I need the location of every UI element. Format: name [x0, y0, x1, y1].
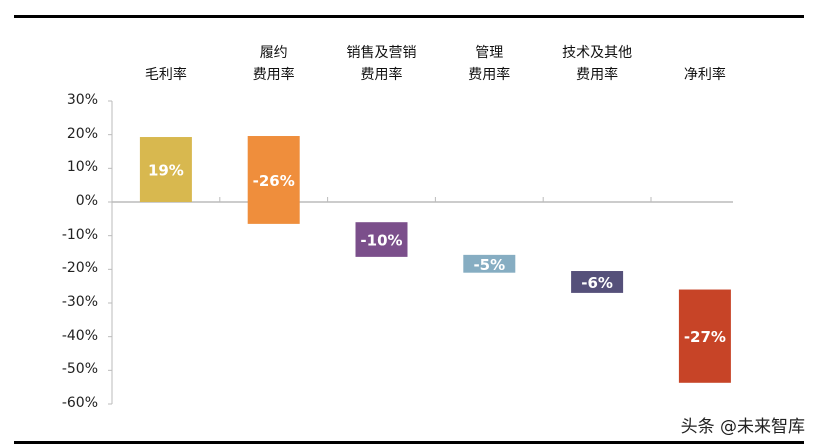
y-tick-label: -40%: [61, 327, 98, 344]
category-label: 管理 费用率: [434, 42, 544, 86]
category-label-line: 净利率: [683, 67, 726, 83]
data-label: -5%: [473, 256, 505, 274]
data-label: 19%: [148, 162, 184, 180]
bar-0: [139, 137, 192, 202]
top-rule: [14, 15, 804, 18]
category-label-line: 技术及其他: [562, 45, 633, 61]
category-label-line: 履约: [259, 45, 288, 61]
bar-4: [571, 271, 624, 293]
y-tick-label: -10%: [61, 226, 98, 243]
y-tick-label: -30%: [61, 294, 98, 310]
data-label: -26%: [253, 172, 295, 190]
y-tick-label: -50%: [61, 361, 98, 378]
y-tick-label: -60%: [61, 395, 98, 411]
y-tick-label: 30%: [66, 92, 98, 108]
category-label: 净利率: [650, 64, 760, 86]
bottom-rule: [14, 441, 804, 444]
data-label: -27%: [684, 328, 726, 346]
category-label-line: 管理: [475, 45, 504, 61]
category-label: 技术及其他 费用率: [542, 42, 652, 86]
category-label-line: 费用率: [468, 67, 511, 83]
y-tick-label: 0%: [75, 193, 98, 209]
category-label-line: 费用率: [252, 67, 295, 83]
watermark: 头条 @未来智库: [680, 417, 805, 437]
bar-5: [678, 289, 731, 383]
bar-3: [463, 254, 516, 273]
category-label: 销售及营销 费用率: [327, 42, 437, 86]
data-label: -6%: [581, 274, 613, 292]
category-label-line: 毛利率: [144, 67, 187, 83]
category-label: 履约 费用率: [219, 42, 329, 86]
data-label: -10%: [360, 232, 402, 250]
y-tick-label: -20%: [61, 260, 98, 277]
category-label: 毛利率: [111, 64, 221, 86]
bar-1: [247, 136, 300, 224]
bar-2: [355, 222, 408, 257]
category-label-line: 费用率: [360, 67, 403, 83]
y-tick-label: 10%: [66, 159, 98, 176]
category-label-line: 销售及营销: [346, 45, 417, 61]
y-tick-label: 20%: [66, 125, 98, 142]
category-label-line: 费用率: [576, 67, 619, 83]
